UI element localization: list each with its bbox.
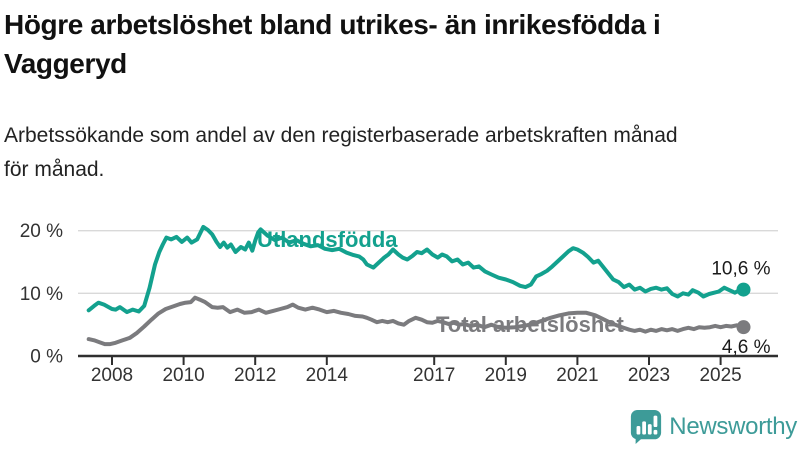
page-title-line2: Vaggeryd [4, 48, 127, 79]
x-tick-label: 2010 [162, 365, 204, 386]
series-line [86, 224, 746, 315]
chart-gridlines [78, 230, 778, 294]
series-end-dot [736, 320, 751, 335]
chart-subtitle: Arbetssökande som andel av den registerb… [4, 119, 796, 187]
chart-subtitle-line2: för månad. [4, 158, 105, 181]
page-title: Högre arbetslöshet bland utrikes- än inr… [4, 5, 796, 83]
chart-series-lines [86, 224, 751, 347]
newsworthy-logo: Newsworthy [629, 409, 797, 445]
y-tick-label: 10 % [20, 284, 63, 305]
y-tick-label: 20 % [20, 221, 63, 242]
page-title-line1: Högre arbetslöshet bland utrikes- än inr… [4, 9, 661, 40]
series-name-label: Total arbetslöshet [436, 312, 625, 337]
chart-subtitle-line1: Arbetssökande som andel av den registerb… [4, 124, 678, 147]
bar-chart-speech-bubble-icon [631, 410, 662, 444]
newsworthy-wordmark: Newsworthy [669, 413, 797, 440]
series-line [86, 295, 746, 347]
x-tick-label: 2023 [628, 365, 670, 386]
x-tick-label: 2017 [413, 365, 455, 386]
y-tick-label: 0 % [30, 347, 63, 368]
x-tick-label: 2019 [485, 365, 527, 386]
x-tick-label: 2025 [699, 365, 741, 386]
x-tick-label: 2008 [91, 365, 133, 386]
chart-axis: 0 % 10 % 20 % 2008 2010 2012 2014 2017 2019 2021 2… [20, 221, 778, 386]
series-end-dot [736, 282, 751, 297]
chart-annotations: 10,6 % Utlandsfödda 4,6 % Total arbetslöshe… [257, 227, 771, 358]
series-end-value-label: 4,6 % [722, 337, 771, 358]
x-tick-label: 2021 [556, 365, 598, 386]
x-tick-label: 2014 [306, 365, 349, 386]
x-tick-label: 2012 [234, 365, 276, 386]
line-chart: 0 % 10 % 20 % 2008 2010 2012 2014 2017 2019 2021 2… [20, 221, 778, 386]
series-name-label: Utlandsfödda [257, 227, 398, 252]
series-end-value-label: 10,6 % [711, 259, 770, 280]
